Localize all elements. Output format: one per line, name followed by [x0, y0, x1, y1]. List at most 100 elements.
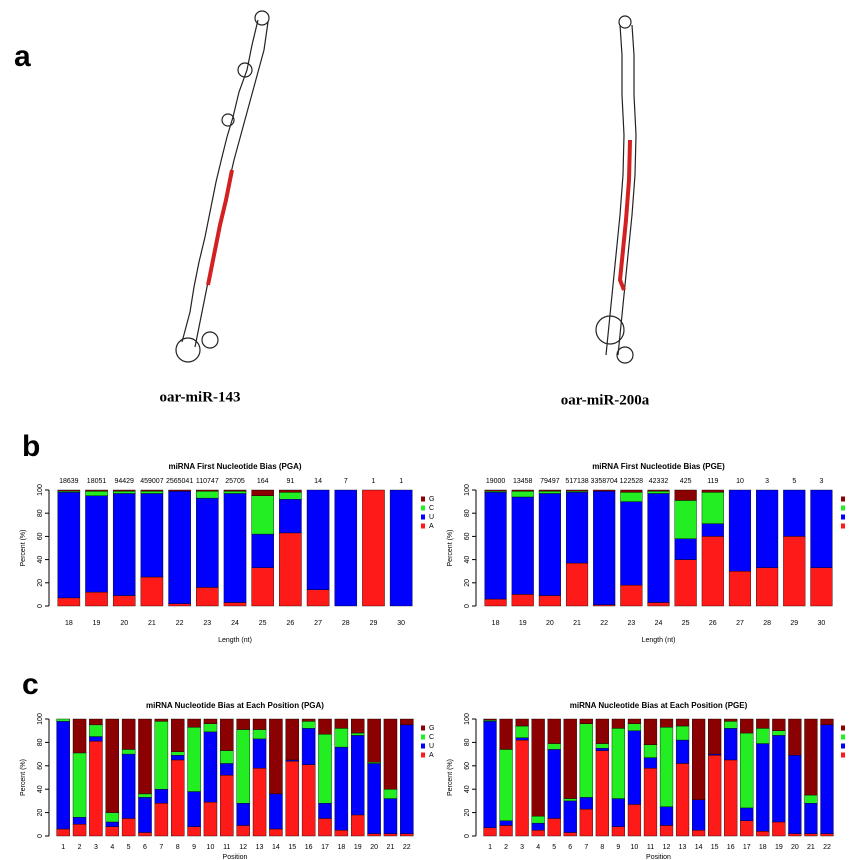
bar-segment — [203, 801, 218, 837]
x-tick-label: 8 — [600, 844, 604, 851]
legend-label: C — [429, 734, 434, 741]
count-label: 122528 — [620, 478, 643, 485]
x-tick-label: 23 — [203, 620, 211, 627]
bar-segment — [56, 721, 70, 830]
bar-segment — [515, 725, 529, 738]
bar-segment — [236, 803, 250, 826]
bar-segment — [611, 728, 626, 799]
bar-segment — [643, 767, 658, 837]
bar-segment — [138, 718, 152, 795]
legend-label: U — [429, 514, 434, 521]
bar-segment — [740, 718, 754, 734]
y-axis-label: Percent (%) — [447, 530, 454, 567]
x-tick-label: 21 — [148, 620, 156, 627]
bar-segment — [804, 718, 818, 796]
legend-swatch — [841, 514, 845, 520]
bar-segment — [595, 748, 609, 751]
legend-label: U — [429, 743, 434, 750]
x-tick-label: 30 — [397, 620, 405, 627]
bar-segment — [820, 724, 834, 834]
count-label: 1 — [399, 478, 403, 485]
bar-segment — [285, 718, 300, 761]
x-tick-label: 26 — [286, 620, 294, 627]
bar-segment — [383, 798, 398, 834]
bar-segment — [675, 725, 690, 741]
bar-segment — [756, 831, 770, 837]
bar-segment — [515, 739, 529, 837]
y-tick-label: 80 — [464, 738, 471, 746]
y-axis-label: Percent (%) — [20, 759, 27, 796]
bar-segment — [620, 489, 643, 493]
bar-segment — [279, 532, 302, 607]
x-tick-label: 14 — [695, 844, 703, 851]
y-tick-label: 100 — [464, 484, 471, 496]
bar-segment — [647, 490, 670, 494]
bar-segment — [168, 490, 191, 604]
bar-segment — [389, 489, 413, 607]
y-axis-label: Percent (%) — [447, 759, 454, 796]
count-label: 517138 — [565, 478, 588, 485]
bar-segment — [511, 496, 534, 595]
bar-segment — [483, 718, 497, 721]
bar-segment — [772, 735, 786, 823]
x-tick-label: 16 — [305, 844, 313, 851]
bar-segment — [643, 744, 658, 758]
bar-segment — [121, 818, 136, 837]
x-tick-label: 11 — [647, 844, 654, 851]
legend-label: A — [429, 752, 434, 759]
bar-segment — [252, 718, 267, 730]
y-tick-label: 100 — [37, 484, 44, 496]
count-label: 3358704 — [591, 478, 618, 485]
x-axis-label: Length (nt) — [642, 637, 676, 644]
x-tick-label: 6 — [568, 844, 572, 851]
legend-swatch — [841, 523, 845, 529]
bar-segment — [196, 497, 219, 588]
bar-segment — [252, 738, 267, 769]
x-tick-label: 7 — [159, 844, 163, 851]
bar-segment — [563, 798, 577, 802]
x-tick-label: 13 — [256, 844, 264, 851]
bar-segment — [643, 718, 658, 745]
bar-segment — [531, 822, 545, 831]
x-tick-label: 17 — [321, 844, 329, 851]
bar-segment — [85, 490, 108, 497]
bar-segment — [140, 489, 164, 492]
bar-segment — [701, 523, 724, 537]
bar-segment — [301, 718, 316, 722]
y-axis-label: Percent (%) — [20, 530, 27, 567]
bar-segment — [279, 489, 302, 493]
legend-swatch — [421, 743, 425, 749]
bar-segment — [196, 489, 219, 492]
bar-segment — [334, 489, 358, 607]
y-tick-label: 40 — [464, 785, 471, 793]
bar-segment — [112, 489, 136, 492]
bar-segment — [301, 728, 316, 765]
x-axis-label: Position — [646, 854, 671, 860]
bar-segment — [538, 489, 561, 492]
bar-segment — [531, 718, 545, 817]
x-tick-label: 11 — [223, 844, 230, 851]
bar-segment — [783, 489, 806, 537]
bar-segment — [285, 760, 300, 837]
bar-segment — [484, 489, 507, 492]
bar-segment — [318, 818, 332, 837]
panel-label: b — [22, 430, 40, 463]
count-label: 459007 — [140, 478, 163, 485]
x-tick-label: 13 — [679, 844, 687, 851]
bar-segment — [367, 833, 381, 837]
x-tick-label: 18 — [759, 844, 767, 851]
bar-segment — [724, 759, 738, 837]
bar-segment — [383, 718, 398, 790]
x-tick-label: 22 — [403, 844, 411, 851]
bar-segment — [220, 718, 234, 751]
bar-segment — [659, 806, 674, 826]
chart-title: miRNA First Nucleotide Bias (PGA) — [168, 462, 301, 471]
count-label: 91 — [286, 478, 294, 485]
x-tick-label: 1 — [61, 844, 65, 851]
bar-segment — [400, 833, 414, 837]
bar-segment — [595, 718, 609, 744]
bar-segment — [220, 774, 234, 837]
bar-segment — [203, 731, 218, 803]
x-tick-label: 20 — [791, 844, 799, 851]
